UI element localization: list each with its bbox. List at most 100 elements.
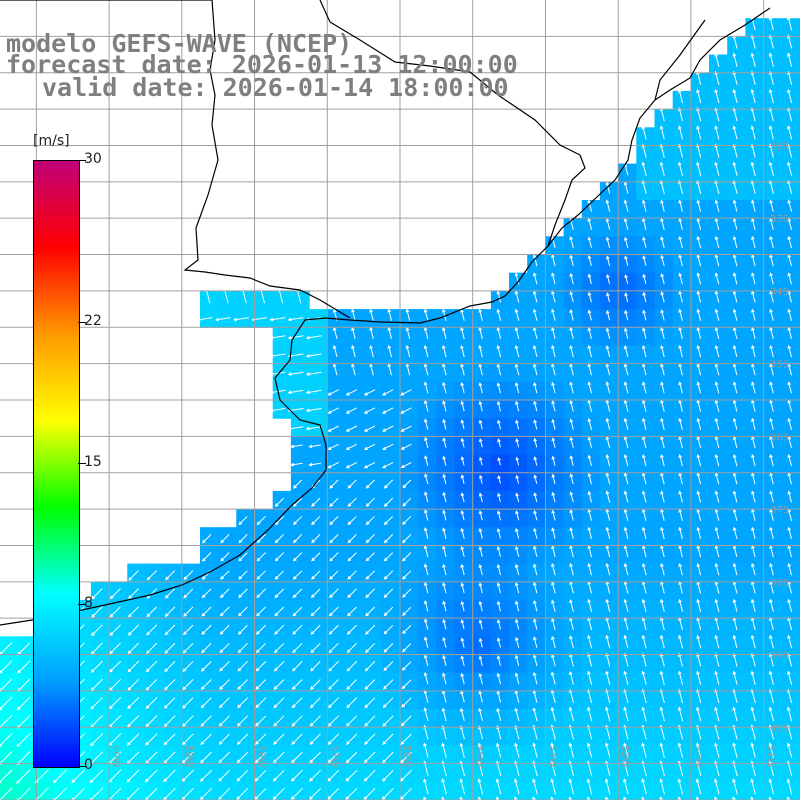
- wind-arrow: [714, 634, 720, 649]
- wind-arrow: [641, 562, 647, 576]
- wind-arrow: [423, 636, 429, 648]
- wind-arrow: [605, 652, 611, 667]
- wind-arrow: [460, 474, 465, 484]
- wind-arrow: [256, 515, 266, 526]
- wind-arrow: [587, 652, 593, 667]
- wind-arrow: [496, 344, 502, 358]
- wind-arrow: [787, 508, 792, 521]
- wind-arrow: [309, 769, 321, 782]
- wind-arrow: [605, 670, 611, 685]
- wind-arrow: [587, 199, 592, 212]
- wind-arrow: [660, 291, 665, 303]
- wind-arrow: [309, 733, 321, 745]
- wind-arrow: [514, 344, 520, 358]
- wind-arrow: [642, 309, 647, 321]
- wind-arrow: [146, 624, 158, 636]
- wind-arrow: [660, 508, 665, 521]
- wind-arrow: [459, 778, 465, 795]
- wind-arrow: [659, 161, 665, 176]
- wind-arrow: [551, 527, 556, 539]
- wind-arrow: [423, 671, 429, 685]
- wind-arrow: [769, 381, 774, 394]
- wind-arrow: [400, 462, 412, 468]
- wind-arrow: [568, 706, 574, 722]
- wind-arrow: [605, 453, 611, 467]
- wind-arrow: [787, 598, 792, 612]
- wind-arrow: [641, 778, 647, 795]
- wind-arrow: [677, 161, 683, 176]
- wind-arrow: [732, 652, 738, 667]
- wind-arrow: [328, 661, 339, 672]
- wind-arrow: [514, 636, 520, 648]
- wind-arrow: [219, 679, 230, 690]
- wind-arrow: [311, 515, 321, 526]
- wind-arrow: [347, 552, 357, 562]
- wind-arrow: [605, 345, 611, 358]
- wind-arrow: [714, 125, 720, 140]
- wind-arrow: [346, 697, 358, 709]
- wind-arrow: [515, 492, 520, 503]
- wind-arrow: [532, 671, 538, 685]
- wind-arrow: [90, 660, 103, 673]
- wind-arrow: [768, 706, 774, 722]
- wind-arrow: [423, 707, 429, 722]
- wind-arrow: [606, 273, 610, 284]
- wind-arrow: [327, 751, 340, 764]
- wind-arrow: [714, 598, 720, 612]
- wind-arrow: [768, 778, 774, 795]
- wind-arrow: [605, 562, 611, 576]
- wind-arrow: [329, 570, 339, 580]
- wind-arrow: [569, 599, 574, 612]
- wind-arrow: [551, 455, 556, 466]
- wind-arrow: [769, 344, 774, 358]
- wind-arrow: [587, 508, 592, 521]
- wind-arrow: [478, 344, 483, 358]
- wind-vectors: [0, 16, 793, 800]
- wind-arrow: [16, 769, 31, 784]
- wind-arrow: [144, 769, 158, 783]
- wind-arrow: [714, 217, 720, 230]
- wind-arrow: [768, 652, 774, 667]
- wind-arrow: [478, 510, 483, 521]
- wind-arrow: [732, 235, 738, 249]
- wind-arrow: [751, 344, 756, 358]
- wind-arrow: [551, 437, 556, 448]
- wind-arrow: [696, 381, 702, 394]
- wind-arrow: [292, 588, 303, 599]
- wind-arrow: [442, 654, 447, 667]
- wind-arrow: [750, 706, 756, 722]
- latitude-label: 35S: [770, 360, 789, 371]
- wind-arrow: [127, 678, 140, 691]
- wind-arrow: [751, 417, 756, 430]
- wind-arrow: [768, 670, 774, 685]
- wind-arrow: [346, 642, 357, 654]
- wind-arrow: [678, 254, 683, 267]
- wind-arrow: [255, 697, 267, 709]
- wind-arrow: [269, 317, 286, 322]
- wind-arrow: [695, 778, 702, 795]
- wind-arrow: [423, 326, 429, 340]
- wind-arrow: [146, 588, 158, 599]
- wind-arrow: [291, 733, 303, 745]
- wind-arrow: [587, 436, 592, 448]
- wind-arrow: [587, 472, 592, 485]
- wind-arrow: [460, 400, 465, 412]
- wind-arrow: [769, 199, 774, 212]
- wind-arrow: [732, 417, 738, 430]
- wind-arrow: [400, 407, 412, 414]
- wind-arrow: [351, 344, 356, 358]
- wind-arrow: [347, 479, 357, 489]
- wind-arrow: [381, 787, 394, 800]
- wind-arrow: [568, 670, 574, 685]
- longitude-label: 52W: [692, 745, 703, 768]
- wind-arrow: [383, 588, 394, 599]
- wind-arrow: [514, 326, 520, 340]
- wind-arrow: [678, 217, 683, 230]
- wind-arrow: [405, 344, 411, 358]
- wind-arrow: [514, 742, 520, 758]
- wind-arrow: [255, 661, 267, 672]
- wind-arrow: [383, 679, 394, 690]
- wind-arrow: [787, 453, 792, 467]
- wind-arrow: [551, 491, 556, 503]
- wind-arrow: [660, 217, 665, 230]
